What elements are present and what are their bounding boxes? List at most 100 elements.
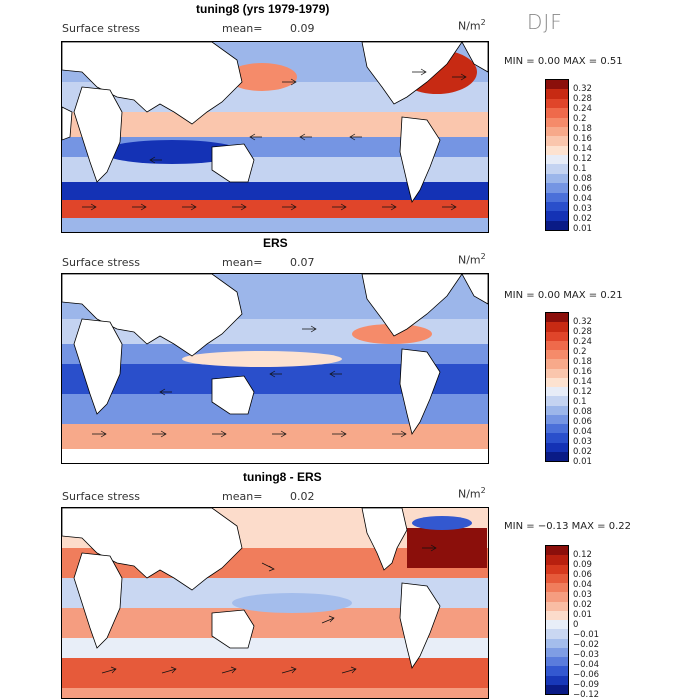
panel-2-map-svg — [62, 274, 488, 463]
colorbar-swatch — [546, 173, 568, 184]
colorbar-swatch — [546, 117, 568, 127]
colorbar-tick-label: 0.14 — [573, 143, 592, 154]
colorbar-swatch — [546, 564, 568, 574]
colorbar-tick-label: 0.14 — [573, 376, 592, 387]
colorbar-tick-label: 0.16 — [573, 366, 592, 377]
colorbar-tick-label: 0.08 — [573, 406, 592, 417]
colorbar-tick-label: 0.02 — [573, 599, 592, 610]
panel-3-map[interactable] — [61, 507, 489, 699]
colorbar-tick-label: 0.12 — [573, 549, 592, 560]
colorbar-swatch — [546, 164, 568, 174]
colorbar-swatch — [546, 155, 568, 165]
colorbar-tick-label: 0.18 — [573, 356, 592, 367]
colorbar-tick-label: 0.28 — [573, 93, 592, 104]
panel-3-colorbar — [545, 545, 569, 695]
colorbar-swatch — [546, 108, 568, 118]
colorbar-swatch — [546, 442, 568, 452]
colorbar-swatch — [546, 424, 568, 434]
colorbar-tick-label: 0.03 — [573, 589, 592, 600]
colorbar-swatch — [546, 322, 568, 332]
colorbar-swatch — [546, 405, 568, 415]
panel-2-subtitle: Surface stress — [62, 256, 140, 269]
panel-2-mean-label: mean= — [222, 256, 263, 269]
colorbar-swatch — [546, 684, 568, 694]
colorbar-tick-label: 0.04 — [573, 426, 592, 437]
colorbar-swatch — [546, 313, 568, 323]
colorbar-swatch — [546, 340, 568, 350]
colorbar-swatch — [546, 647, 568, 657]
colorbar-swatch — [546, 201, 568, 212]
colorbar-tick-label: 0.24 — [573, 103, 592, 114]
panel-3-mean-value: 0.02 — [290, 490, 315, 503]
panel-1-mean-value: 0.09 — [290, 22, 315, 35]
colorbar-tick-label: 0.24 — [573, 336, 592, 347]
colorbar-swatch — [546, 331, 568, 341]
panel-2-colorbar-labels: 0.32 0.28 0.24 0.2 0.18 0.16 0.14 0.12 0.1 0.08 0.… — [573, 312, 592, 467]
colorbar-tick-label: 0.08 — [573, 173, 592, 184]
colorbar-swatch — [546, 629, 568, 639]
panel-2-units: N/m2 — [458, 252, 486, 267]
colorbar-tick-label: −0.09 — [573, 679, 600, 690]
colorbar-swatch — [546, 368, 568, 378]
colorbar-tick-label: 0.09 — [573, 559, 592, 570]
colorbar-tick-label: −0.03 — [573, 649, 600, 660]
colorbar-tick-label: 0.2 — [573, 113, 587, 124]
colorbar-tick-label: 0.1 — [573, 163, 587, 174]
panel-2-title: ERS — [263, 236, 288, 250]
colorbar-tick-label: 0.02 — [573, 213, 592, 224]
panel-2-map[interactable] — [61, 273, 489, 464]
colorbar-swatch — [546, 350, 568, 360]
panel-1-subtitle: Surface stress — [62, 22, 140, 35]
colorbar-tick-label: 0.28 — [573, 326, 592, 337]
colorbar-tick-label: −0.01 — [573, 629, 600, 640]
colorbar-swatch — [546, 98, 568, 109]
colorbar-tick-label: 0.03 — [573, 436, 592, 447]
colorbar-swatch — [546, 610, 568, 620]
colorbar-tick-label: −0.04 — [573, 659, 600, 670]
colorbar-swatch — [546, 211, 568, 221]
colorbar-swatch — [546, 377, 568, 387]
panel-1-title: tuning8 (yrs 1979-1979) — [196, 2, 330, 16]
colorbar-swatch — [546, 80, 568, 90]
colorbar-swatch — [546, 433, 568, 443]
colorbar-swatch — [546, 192, 568, 202]
colorbar-tick-label: 0.16 — [573, 133, 592, 144]
panel-2-mean-value: 0.07 — [290, 256, 315, 269]
colorbar-tick-label: 0.06 — [573, 183, 592, 194]
panel-1-map-svg — [62, 42, 488, 232]
panel-1-colorbar — [545, 79, 569, 231]
colorbar-swatch — [546, 657, 568, 667]
colorbar-tick-label: 0.12 — [573, 153, 592, 164]
panel-2-colorbar — [545, 312, 569, 462]
colorbar-tick-label: −0.02 — [573, 639, 600, 650]
panel-1-map[interactable] — [61, 41, 489, 233]
colorbar-tick-label: 0.01 — [573, 609, 592, 620]
colorbar-swatch — [546, 583, 568, 593]
colorbar-swatch — [546, 396, 568, 406]
colorbar-tick-label: 0.06 — [573, 416, 592, 427]
colorbar-swatch — [546, 546, 568, 556]
colorbar-tick-label: 0.01 — [573, 456, 592, 467]
panel-1-colorbar-labels: 0.32 0.28 0.24 0.2 0.18 0.16 0.14 0.12 0.1 0.08 0.… — [573, 79, 592, 234]
panel-3-colorbar-labels: 0.12 0.09 0.06 0.04 0.03 0.02 0.01 0 −0.01 −0.02−… — [573, 545, 600, 700]
colorbar-swatch — [546, 675, 568, 685]
colorbar-swatch — [546, 136, 568, 146]
colorbar-swatch — [546, 126, 568, 137]
colorbar-swatch — [546, 220, 568, 230]
colorbar-swatch — [546, 620, 568, 630]
colorbar-tick-label: 0.32 — [573, 316, 592, 327]
colorbar-swatch — [546, 359, 568, 369]
colorbar-swatch — [546, 638, 568, 648]
colorbar-swatch — [546, 89, 568, 99]
colorbar-tick-label: −0.12 — [573, 689, 600, 700]
panel-3-units: N/m2 — [458, 486, 486, 501]
colorbar-tick-label: 0 — [573, 619, 579, 630]
colorbar-swatch — [546, 601, 568, 611]
colorbar-tick-label: −0.06 — [573, 669, 600, 680]
panel-3-title: tuning8 - ERS — [243, 470, 322, 484]
colorbar-swatch — [546, 666, 568, 676]
colorbar-tick-label: 0.02 — [573, 446, 592, 457]
colorbar-tick-label: 0.2 — [573, 346, 587, 357]
colorbar-tick-label: 0.12 — [573, 386, 592, 397]
colorbar-swatch — [546, 414, 568, 424]
